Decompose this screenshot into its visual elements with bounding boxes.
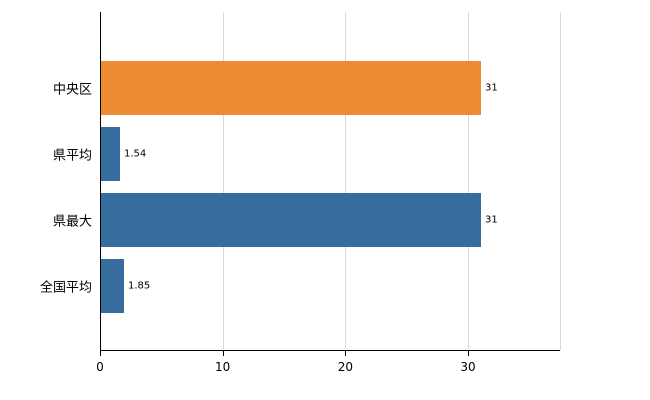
bar: [101, 259, 124, 313]
gridline: [560, 12, 561, 350]
gridline: [222, 12, 224, 350]
x-tick-label: 30: [460, 360, 476, 374]
bar: [101, 193, 481, 247]
x-tick-label: 0: [96, 360, 104, 374]
x-axis-line: [100, 350, 560, 351]
x-tick: [222, 351, 224, 356]
gridline: [345, 12, 347, 350]
bar-value-label: 1.85: [128, 280, 151, 292]
bar-value-label: 1.54: [124, 148, 147, 160]
x-tick: [468, 351, 469, 356]
category-label: 県平均: [52, 148, 92, 164]
bar: [101, 127, 120, 181]
bar-value-label: 31: [485, 214, 498, 226]
x-tick: [100, 351, 101, 356]
gridline: [468, 12, 469, 350]
y-axis-line: [100, 12, 101, 350]
bar: [101, 61, 481, 115]
bar-value-label: 31: [485, 82, 498, 94]
x-tick: [345, 351, 347, 356]
x-tick-label: 20: [337, 360, 353, 374]
category-label: 中央区: [52, 82, 92, 98]
category-label: 全国平均: [39, 280, 92, 296]
category-label: 県最大: [52, 214, 92, 230]
x-tick-label: 10: [215, 360, 231, 374]
